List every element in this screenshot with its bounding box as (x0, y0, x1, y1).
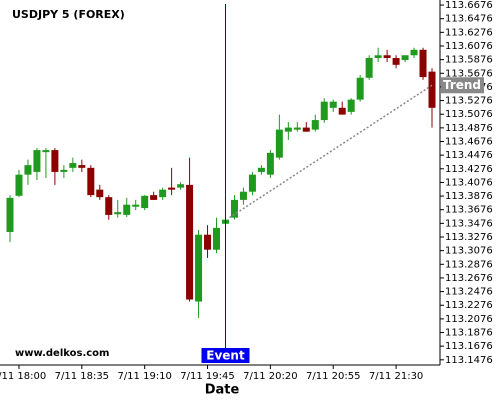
candle-body (96, 189, 104, 198)
x-tick-label: 7/11 18:35 (55, 371, 109, 382)
candle-body (230, 199, 238, 218)
y-tick-label: 113.3076 (445, 246, 493, 257)
candle-body (123, 204, 131, 215)
y-tick-label: 113.5276 (445, 96, 493, 107)
y-tick-label: 113.4676 (445, 136, 493, 147)
y-tick-label: 113.5076 (445, 109, 493, 120)
candle-body (347, 99, 355, 112)
y-tick-label: 113.1676 (445, 341, 493, 352)
x-axis-label: Date (205, 383, 240, 398)
candle-body (177, 184, 185, 188)
candle-body (284, 127, 292, 132)
candle-body (6, 197, 14, 232)
y-tick-label: 113.6676 (445, 0, 493, 11)
y-tick-label: 113.3676 (445, 205, 493, 216)
candle-body (15, 174, 23, 196)
candle-body (248, 174, 256, 192)
y-tick-label: 113.3876 (445, 191, 493, 202)
y-tick-label: 113.4276 (445, 164, 493, 175)
y-tick-label: 113.4876 (445, 123, 493, 134)
x-tick-label: 7/11 18:00 (0, 371, 46, 382)
x-tick-label: 7/11 20:20 (243, 371, 297, 382)
candle-body (374, 55, 382, 58)
x-tick-label: 7/11 20:55 (306, 371, 360, 382)
candle-body (204, 234, 212, 250)
event-label-box (201, 348, 250, 363)
trend-line (229, 84, 433, 219)
y-tick-label: 113.5676 (445, 68, 493, 79)
y-tick-label: 113.6276 (445, 27, 493, 38)
y-tick-label: 113.2676 (445, 273, 493, 284)
candle-body (141, 195, 149, 209)
candle-body (33, 150, 41, 172)
y-tick-label: 113.2076 (445, 314, 493, 325)
candle-body (383, 55, 391, 58)
y-tick-label: 113.3276 (445, 232, 493, 243)
y-tick-label: 113.2876 (445, 259, 493, 270)
candle-body (87, 167, 95, 196)
candle-body (195, 234, 203, 302)
candle-body (266, 152, 274, 175)
candle-body (293, 127, 301, 130)
candle-body (51, 150, 59, 172)
chart-title: USDJPY 5 (FOREX) (12, 8, 125, 21)
candle-body (42, 150, 50, 153)
watermark: www.delkos.com (15, 348, 109, 359)
candle-body (186, 184, 194, 300)
candle-body (150, 195, 158, 200)
candle-body (132, 204, 140, 207)
candle-body (365, 57, 373, 78)
x-tick-label: 7/11 21:30 (369, 371, 423, 382)
y-tick-label: 113.1476 (445, 355, 493, 366)
candle-body (24, 165, 32, 175)
x-tick-label: 7/11 19:10 (117, 371, 171, 382)
candle-body (329, 101, 337, 108)
trend-label: Trend (443, 78, 481, 92)
candle-body (257, 167, 265, 172)
y-tick-label: 113.4476 (445, 150, 493, 161)
candle-body (356, 77, 364, 100)
candle-body (168, 187, 176, 190)
candle-body (213, 227, 221, 250)
candle-body (78, 165, 86, 168)
candle-body (410, 49, 418, 56)
y-tick-label: 113.1876 (445, 328, 493, 339)
candle-body (401, 55, 409, 61)
y-tick-label: 113.3476 (445, 218, 493, 229)
y-tick-label: 113.2476 (445, 287, 493, 298)
candle-body (159, 189, 167, 198)
candle-body (320, 101, 328, 121)
y-tick-label: 113.5876 (445, 55, 493, 66)
candle-body (114, 212, 122, 215)
candle-body (311, 120, 319, 130)
trend-label-box (441, 77, 484, 94)
y-tick-label: 113.6076 (445, 41, 493, 52)
x-tick-label: 7/11 19:45 (180, 371, 234, 382)
candle-body (105, 197, 113, 215)
y-tick-label: 113.4076 (445, 177, 493, 188)
candle-body (69, 163, 77, 168)
candle-body (392, 57, 400, 65)
candle-body (275, 129, 283, 158)
candle-body (338, 107, 346, 115)
candle-body (428, 71, 436, 108)
candle-body (419, 49, 427, 78)
y-tick-label: 113.6476 (445, 14, 493, 25)
event-label: Event (206, 349, 245, 363)
candle-body (302, 127, 310, 132)
y-tick-label: 113.2276 (445, 300, 493, 311)
candle-body (239, 191, 247, 200)
candle-body (60, 169, 68, 172)
